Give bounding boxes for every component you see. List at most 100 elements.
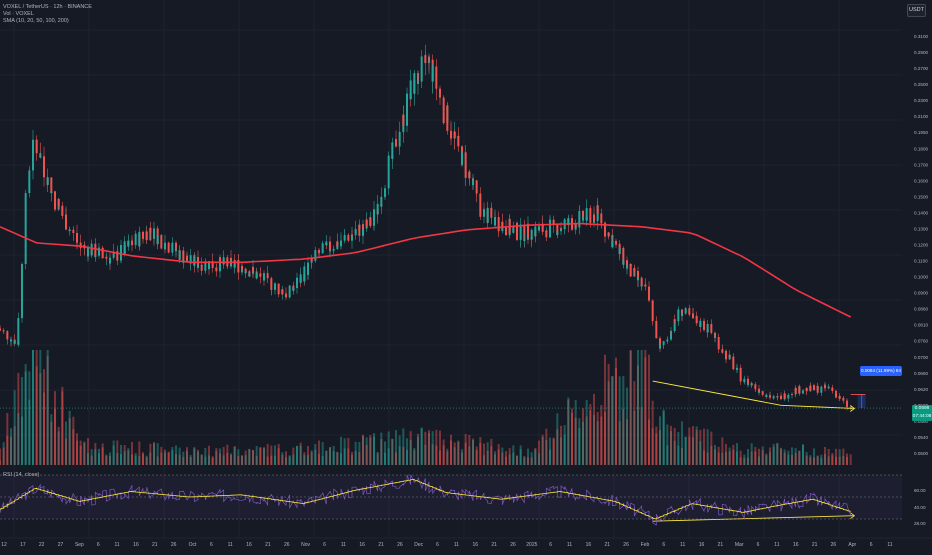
volume-bar (530, 457, 533, 465)
candle-body (215, 267, 218, 272)
candle (325, 235, 328, 246)
volume-bar (772, 446, 775, 465)
candle (607, 232, 610, 240)
candle-body (43, 164, 45, 178)
volume-bar (171, 450, 174, 465)
volume-bar (622, 376, 625, 465)
candle-body (505, 227, 507, 232)
candle (354, 220, 357, 234)
volume-bar (673, 427, 676, 465)
volume-bar (820, 457, 823, 465)
volume-bar (703, 450, 705, 465)
volume-bar (761, 446, 764, 465)
candle (351, 229, 353, 238)
symbol-title: VOXEL / TetherUS · 12h · BINANCE (3, 4, 92, 10)
volume-bar (167, 452, 170, 465)
volume-bar (461, 452, 463, 465)
volume-bar (725, 451, 727, 465)
volume-bar (145, 457, 148, 465)
candle (263, 273, 265, 282)
candle (336, 233, 339, 250)
volume-bar (362, 434, 364, 465)
volume-bar (241, 455, 243, 465)
volume-bar (160, 452, 163, 465)
volume-bar (296, 446, 298, 465)
candle-body (692, 313, 694, 319)
candle-body (490, 214, 493, 218)
volume-bar (446, 448, 449, 465)
candle (505, 229, 507, 236)
volume-bar (838, 449, 841, 465)
volume-bar (681, 421, 683, 465)
volume-bar (816, 455, 819, 465)
volume-bar (116, 440, 119, 465)
time-tick-label: 16 (246, 542, 252, 548)
candle (644, 278, 647, 291)
volume-bar (464, 434, 467, 465)
volume-bar (109, 455, 111, 465)
volume-bar (329, 447, 331, 465)
candle (673, 314, 676, 324)
volume-bar (835, 456, 837, 465)
volume-bar (461, 449, 463, 465)
volume-bar (750, 451, 753, 465)
volume-bar (149, 452, 152, 465)
volume-bar (717, 452, 720, 465)
candle (618, 247, 621, 261)
rsi-tick-label: 40.00 (914, 505, 926, 510)
candle (629, 263, 632, 277)
candle (123, 236, 126, 257)
candle (409, 69, 412, 101)
volume-bar (164, 449, 166, 465)
candle (39, 151, 42, 159)
volume-bar (39, 350, 42, 465)
volume-bar (109, 452, 111, 465)
candle-body (431, 66, 434, 82)
candle (747, 382, 749, 388)
volume-bar (589, 404, 592, 465)
currency-badge[interactable]: USDT (907, 4, 926, 17)
candle-body (145, 231, 148, 241)
volume-bar (626, 419, 628, 465)
volume-bar (593, 414, 595, 465)
volume-bar (50, 421, 53, 465)
volume-bar (534, 447, 537, 465)
volume-bar (798, 450, 801, 465)
volume-bar (424, 444, 427, 465)
volume-bar (131, 441, 133, 465)
candle (109, 255, 111, 267)
time-tick-label: 16 (793, 542, 799, 548)
candle-body (846, 401, 848, 408)
volume-bar (105, 454, 108, 465)
volume-bar (406, 438, 408, 465)
time-tick-label: 27 (58, 542, 64, 548)
candle (479, 197, 482, 221)
rsi-tick-label: 28.00 (914, 521, 926, 526)
volume-bar (72, 416, 75, 465)
volume-bar (420, 428, 423, 465)
time-tick-label: Oct (189, 542, 197, 548)
volume-bar (193, 447, 196, 465)
candle (684, 306, 687, 315)
volume-bar (340, 453, 342, 465)
candle-body (318, 252, 320, 254)
volume-bar (534, 449, 537, 465)
volume-bar (417, 433, 419, 465)
volume-bar (230, 453, 232, 465)
volume-bar (17, 413, 20, 465)
volume-bar (578, 427, 581, 465)
candle-body (761, 391, 764, 395)
candle-body (65, 214, 67, 230)
candle (277, 283, 280, 298)
volume-bar (589, 410, 592, 465)
volume-bar (255, 446, 258, 465)
candle (68, 226, 71, 236)
candle (780, 392, 782, 400)
candle (758, 390, 760, 393)
candle-body (593, 214, 595, 221)
volume-bar (131, 454, 133, 465)
candle (178, 244, 181, 262)
volume-bar (171, 447, 174, 465)
